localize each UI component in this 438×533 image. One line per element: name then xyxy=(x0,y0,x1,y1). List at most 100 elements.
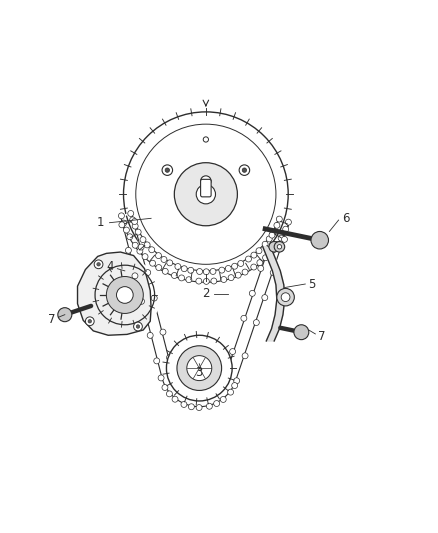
Circle shape xyxy=(277,288,294,306)
Circle shape xyxy=(212,386,218,392)
Circle shape xyxy=(88,319,92,323)
Circle shape xyxy=(245,256,251,262)
Circle shape xyxy=(175,264,181,270)
Circle shape xyxy=(136,325,140,328)
Circle shape xyxy=(232,383,238,389)
Circle shape xyxy=(242,168,247,172)
Circle shape xyxy=(188,404,194,410)
Circle shape xyxy=(88,259,161,332)
Circle shape xyxy=(278,235,284,241)
Circle shape xyxy=(270,230,276,236)
Circle shape xyxy=(203,391,209,397)
Circle shape xyxy=(158,375,164,381)
Circle shape xyxy=(232,263,237,269)
Circle shape xyxy=(167,260,173,266)
Circle shape xyxy=(118,213,124,219)
Circle shape xyxy=(219,267,225,273)
Circle shape xyxy=(162,165,173,175)
Circle shape xyxy=(203,269,209,274)
Circle shape xyxy=(150,260,155,266)
Circle shape xyxy=(94,260,103,269)
Circle shape xyxy=(180,386,186,392)
Circle shape xyxy=(277,245,282,249)
Circle shape xyxy=(134,322,142,331)
Circle shape xyxy=(281,293,290,302)
Circle shape xyxy=(274,241,285,252)
Text: 7: 7 xyxy=(318,330,326,343)
Text: 6: 6 xyxy=(342,212,350,225)
Circle shape xyxy=(149,247,155,253)
Text: 7: 7 xyxy=(48,312,56,326)
Circle shape xyxy=(132,243,138,248)
Circle shape xyxy=(154,358,160,364)
Circle shape xyxy=(239,165,250,175)
Circle shape xyxy=(177,382,182,388)
Circle shape xyxy=(208,389,214,394)
Polygon shape xyxy=(120,213,289,407)
Circle shape xyxy=(258,265,264,271)
Circle shape xyxy=(145,270,151,276)
Circle shape xyxy=(311,231,328,249)
Circle shape xyxy=(274,222,280,228)
Circle shape xyxy=(211,278,217,284)
Circle shape xyxy=(220,377,226,383)
Circle shape xyxy=(144,242,150,248)
Circle shape xyxy=(142,254,148,260)
Circle shape xyxy=(117,287,133,303)
Circle shape xyxy=(242,269,248,275)
Circle shape xyxy=(130,217,136,223)
Circle shape xyxy=(171,272,177,278)
Circle shape xyxy=(210,269,216,274)
Circle shape xyxy=(241,316,247,321)
Circle shape xyxy=(166,391,173,397)
Circle shape xyxy=(151,295,157,301)
Circle shape xyxy=(186,389,192,395)
Circle shape xyxy=(171,372,177,377)
Circle shape xyxy=(221,374,227,379)
Circle shape xyxy=(263,255,268,261)
Circle shape xyxy=(162,269,168,274)
Circle shape xyxy=(161,256,167,262)
Circle shape xyxy=(197,269,202,274)
Circle shape xyxy=(256,248,262,254)
Circle shape xyxy=(217,381,223,387)
Circle shape xyxy=(249,290,255,296)
Circle shape xyxy=(137,248,143,254)
Circle shape xyxy=(179,275,184,281)
Circle shape xyxy=(257,260,263,265)
Circle shape xyxy=(251,252,257,258)
Circle shape xyxy=(166,335,232,401)
Circle shape xyxy=(286,219,291,225)
Circle shape xyxy=(177,346,222,391)
Circle shape xyxy=(269,241,279,252)
Circle shape xyxy=(140,237,146,243)
Text: 2: 2 xyxy=(202,287,210,300)
Circle shape xyxy=(230,349,236,354)
Circle shape xyxy=(181,266,187,272)
Circle shape xyxy=(106,277,143,313)
Circle shape xyxy=(191,391,197,397)
Circle shape xyxy=(138,244,144,250)
Circle shape xyxy=(181,401,187,407)
Text: 1: 1 xyxy=(97,216,105,229)
Circle shape xyxy=(124,227,129,233)
Circle shape xyxy=(156,264,162,271)
Circle shape xyxy=(196,184,215,204)
Circle shape xyxy=(203,137,208,142)
Circle shape xyxy=(165,168,170,172)
Circle shape xyxy=(147,333,153,338)
Text: 5: 5 xyxy=(308,278,315,290)
Circle shape xyxy=(127,234,133,240)
Circle shape xyxy=(203,278,209,284)
Circle shape xyxy=(235,272,241,278)
Circle shape xyxy=(201,176,211,187)
Circle shape xyxy=(238,261,244,266)
Circle shape xyxy=(128,211,134,216)
Circle shape xyxy=(270,270,276,276)
Circle shape xyxy=(269,232,275,238)
Circle shape xyxy=(85,317,94,326)
Circle shape xyxy=(196,278,202,284)
Circle shape xyxy=(294,325,309,340)
Circle shape xyxy=(214,401,219,407)
Circle shape xyxy=(172,396,178,402)
